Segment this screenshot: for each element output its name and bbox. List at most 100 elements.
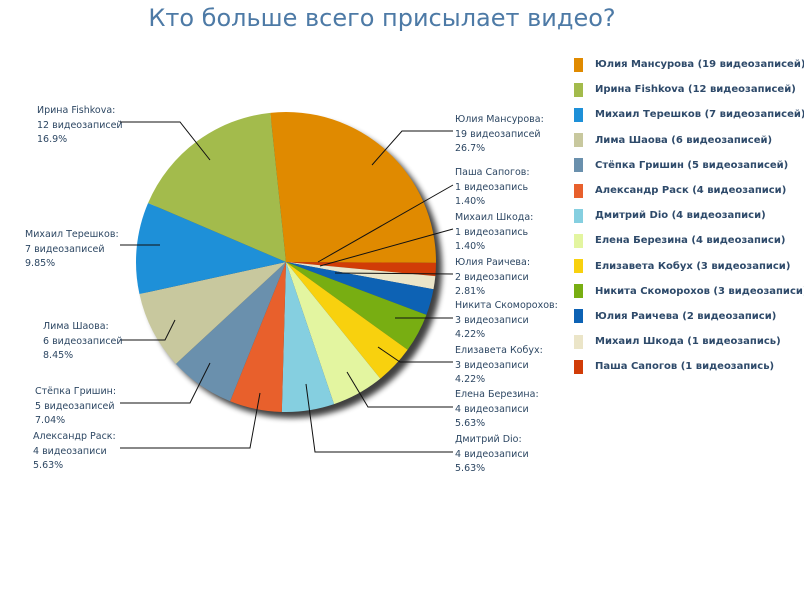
slice-label-count-label: 2 видеозаписи xyxy=(455,271,529,283)
slice-label-percent: 5.63% xyxy=(33,460,64,471)
legend-label: Лима Шаова (6 видеозаписей) xyxy=(595,134,773,146)
slice-label-count-label: 6 видеозаписей xyxy=(43,335,123,347)
slice-label-count-label: 19 видеозаписей xyxy=(455,128,541,140)
slice-label: Паша Сапогов: 1 видеозапись 1.40% xyxy=(455,166,530,210)
legend-swatch xyxy=(574,82,583,97)
leader-line xyxy=(319,228,454,267)
slice-label-name: Ирина Fishkova: xyxy=(37,105,116,116)
slice-label: Александр Раск: 4 видеозаписи 5.63% xyxy=(33,430,116,474)
legend-item[interactable]: Михаил Шкода (1 видеозапись) xyxy=(574,329,804,354)
legend-item[interactable]: Никита Скоморохов (3 видеозаписи) xyxy=(574,279,804,304)
legend-swatch xyxy=(574,334,583,349)
slice-label-count-label: 4 видеозаписи xyxy=(33,445,107,457)
legend-label: Александр Раск (4 видеозаписи) xyxy=(595,185,787,197)
legend-label: Юлия Мансурова (19 видеозаписей) xyxy=(595,59,804,71)
slice-label-percent: 9.85% xyxy=(25,258,56,269)
slice-label: Стёпка Гришин: 5 видеозаписей 7.04% xyxy=(35,385,116,429)
slice-label-name: Михаил Шкода: xyxy=(455,212,534,223)
legend-item[interactable]: Стёпка Гришин (5 видеозаписей) xyxy=(574,153,804,178)
slice-label-percent: 16.9% xyxy=(37,134,68,145)
leader-line xyxy=(317,184,454,263)
slice-label-name: Паша Сапогов: xyxy=(455,167,530,178)
legend-item[interactable]: Михаил Терешков (7 видеозаписей) xyxy=(574,102,804,127)
slice-label-percent: 1.40% xyxy=(455,196,486,207)
legend-label: Ирина Fishkova (12 видеозаписей) xyxy=(595,84,796,96)
chart-title: Кто больше всего присылает видео? xyxy=(148,4,616,32)
slice-label-percent: 5.63% xyxy=(455,418,486,429)
slice-label-percent: 26.7% xyxy=(455,143,486,154)
pie-slice[interactable] xyxy=(139,262,286,364)
leader-line xyxy=(334,272,454,275)
legend-swatch xyxy=(574,208,583,223)
pie-slice[interactable] xyxy=(270,112,436,263)
legend-swatch xyxy=(574,233,583,248)
legend-label: Никита Скоморохов (3 видеозаписи) xyxy=(595,285,804,297)
slice-label-name: Юлия Мансурова: xyxy=(455,114,544,125)
pie-slice[interactable] xyxy=(286,262,381,405)
slice-label: Михаил Шкода: 1 видеозапись 1.40% xyxy=(455,211,533,255)
slice-label-count-label: 5 видеозаписей xyxy=(35,400,115,412)
leader-line xyxy=(371,130,453,166)
legend-item[interactable]: Елена Березина (4 видеозаписи) xyxy=(574,228,804,253)
slice-label: Елизавета Кобух: 3 видеозаписи 4.22% xyxy=(455,344,543,388)
legend-label: Стёпка Гришин (5 видеозаписей) xyxy=(595,159,789,171)
slice-label-count-label: 4 видеозаписи xyxy=(455,403,529,415)
slice-label-name: Елизавета Кобух: xyxy=(455,345,543,356)
legend-item[interactable]: Паша Сапогов (1 видеозапись) xyxy=(574,354,804,379)
leader-line xyxy=(377,346,453,363)
legend-swatch xyxy=(574,133,583,148)
legend-label: Елена Березина (4 видеозаписи) xyxy=(595,235,786,247)
leader-line xyxy=(346,371,453,408)
slice-label: Ирина Fishkova: 12 видеозаписей 16.9% xyxy=(37,104,123,148)
legend-item[interactable]: Лима Шаова (6 видеозаписей) xyxy=(574,128,804,153)
leader-line xyxy=(120,362,211,404)
legend-item[interactable]: Александр Раск (4 видеозаписи) xyxy=(574,178,804,203)
legend-label: Юлия Раичева (2 видеозаписи) xyxy=(595,310,777,322)
pie-slice[interactable] xyxy=(175,262,286,402)
slice-label-count-label: 3 видеозаписи xyxy=(455,359,529,371)
slice-label-name: Александр Раск: xyxy=(33,431,116,442)
slice-label-count-label: 7 видеозаписей xyxy=(25,243,105,255)
legend-item[interactable]: Юлия Мансурова (19 видеозаписей) xyxy=(574,52,804,77)
slice-label-count-label: 3 видеозаписи xyxy=(455,314,529,326)
slice-label-count-label: 4 видеозаписи xyxy=(455,448,529,460)
pie-slice[interactable] xyxy=(148,112,286,262)
pie-slice[interactable] xyxy=(286,262,427,350)
slice-label: Никита Скоморохов: 3 видеозаписи 4.22% xyxy=(455,299,558,343)
legend-label: Михаил Терешков (7 видеозаписей) xyxy=(595,109,804,121)
legend-item[interactable]: Юлия Раичева (2 видеозаписи) xyxy=(574,304,804,329)
pie-slice[interactable] xyxy=(281,262,335,412)
legend-swatch xyxy=(574,158,583,173)
pie-slice[interactable] xyxy=(136,203,286,295)
legend-label: Дмитрий Dio (4 видеозаписи) xyxy=(595,210,766,222)
legend-swatch xyxy=(574,359,583,374)
pie-slice[interactable] xyxy=(286,262,408,379)
pie-slice[interactable] xyxy=(286,262,436,290)
slice-label: Елена Березина: 4 видеозаписи 5.63% xyxy=(455,388,539,432)
legend-item[interactable]: Елизавета Кобух (3 видеозаписи) xyxy=(574,254,804,279)
slice-label-percent: 7.04% xyxy=(35,415,66,426)
slice-label-name: Юлия Раичева: xyxy=(455,257,531,268)
legend-label: Михаил Шкода (1 видеозапись) xyxy=(595,336,781,348)
legend-swatch xyxy=(574,309,583,324)
slice-label-name: Стёпка Гришин: xyxy=(35,386,117,397)
legend-item[interactable]: Ирина Fishkova (12 видеозаписей) xyxy=(574,77,804,102)
slice-label: Михаил Терешков: 7 видеозаписей 9.85% xyxy=(25,228,119,272)
slice-label: Юлия Мансурова: 19 видеозаписей 26.7% xyxy=(455,113,544,157)
legend-swatch xyxy=(574,259,583,274)
legend-swatch xyxy=(574,183,583,198)
pie-slice[interactable] xyxy=(286,262,434,315)
slice-label: Лима Шаова: 6 видеозаписей 8.45% xyxy=(43,320,123,364)
slice-label: Юлия Раичева: 2 видеозаписи 2.81% xyxy=(455,256,530,300)
pie-slice[interactable] xyxy=(230,262,286,412)
legend-item[interactable]: Дмитрий Dio (4 видеозаписи) xyxy=(574,203,804,228)
slice-label-percent: 5.63% xyxy=(455,463,486,474)
legend-swatch xyxy=(574,284,583,299)
leader-line xyxy=(120,392,261,449)
slice-label-count-label: 12 видеозаписей xyxy=(37,119,123,131)
legend: Юлия Мансурова (19 видеозаписей) Ирина Fi… xyxy=(574,52,804,379)
slice-label-percent: 4.22% xyxy=(455,329,486,340)
legend-swatch xyxy=(574,107,583,122)
